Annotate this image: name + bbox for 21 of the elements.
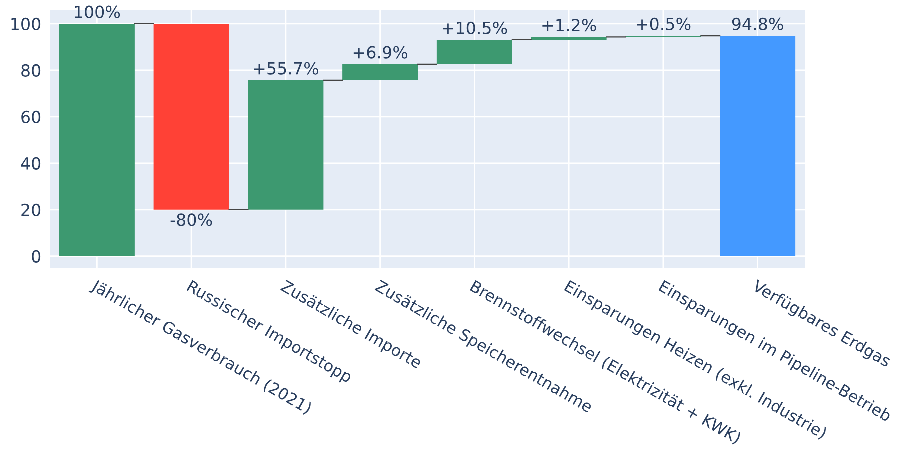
y-tick-label: 60 [22,110,41,124]
y-tick-label: 100 [12,18,41,31]
y-tick-label: 20 [22,204,41,216]
data-label: 100% [75,6,120,18]
data-label: -80% [170,214,212,226]
data-label: +0.5% [637,18,691,30]
bar [436,40,512,64]
data-label: +1.2% [542,19,596,32]
bar [342,64,418,80]
bar [59,24,135,256]
data-label: 94.8% [732,18,784,30]
bar [154,24,230,210]
bar [720,36,796,256]
y-tick-label: 0 [32,250,41,263]
y-tick-label: 80 [22,64,41,77]
y-tick-label: 40 [21,157,41,170]
bar [248,80,324,210]
data-label: +10.5% [442,22,508,34]
data-label: +6.9% [354,46,408,59]
data-label: +55.7% [254,62,318,75]
bar [531,37,607,40]
